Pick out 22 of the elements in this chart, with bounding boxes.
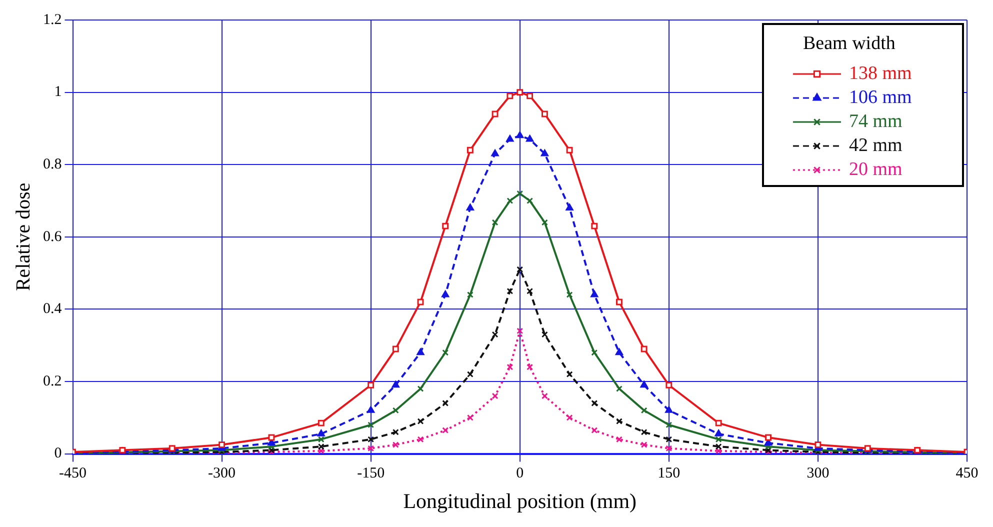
x-tick-label: -150 <box>357 466 385 482</box>
y-tick-label: 0.2 <box>43 373 62 390</box>
y-tick-label: 1 <box>54 84 62 100</box>
x-tick-label: 0 <box>516 466 524 482</box>
x-axis-title: Longitudinal position (mm) <box>403 488 637 513</box>
y-tick-label: 1.2 <box>43 12 62 28</box>
y-axis-title: Relative dose <box>12 182 34 292</box>
y-tick-label: 0.6 <box>43 228 62 245</box>
x-tick-label: 300 <box>806 466 830 482</box>
x-tick-label: 450 <box>956 466 978 482</box>
legend-label: 106 mm <box>849 86 912 108</box>
x-tick-label: -300 <box>208 466 236 482</box>
x-tick-label: 150 <box>658 466 680 482</box>
y-tick-label: 0.8 <box>43 156 62 173</box>
y-tick-label: 0.4 <box>43 301 62 318</box>
legend-label: 74 mm <box>849 110 903 132</box>
legend-label: 138 mm <box>849 62 912 84</box>
legend-label: 42 mm <box>849 134 903 156</box>
y-tick-label: 0 <box>54 446 62 462</box>
legend-label: 20 mm <box>849 158 903 180</box>
legend-title: Beam width <box>803 32 896 54</box>
x-tick-label: -450 <box>59 466 86 482</box>
